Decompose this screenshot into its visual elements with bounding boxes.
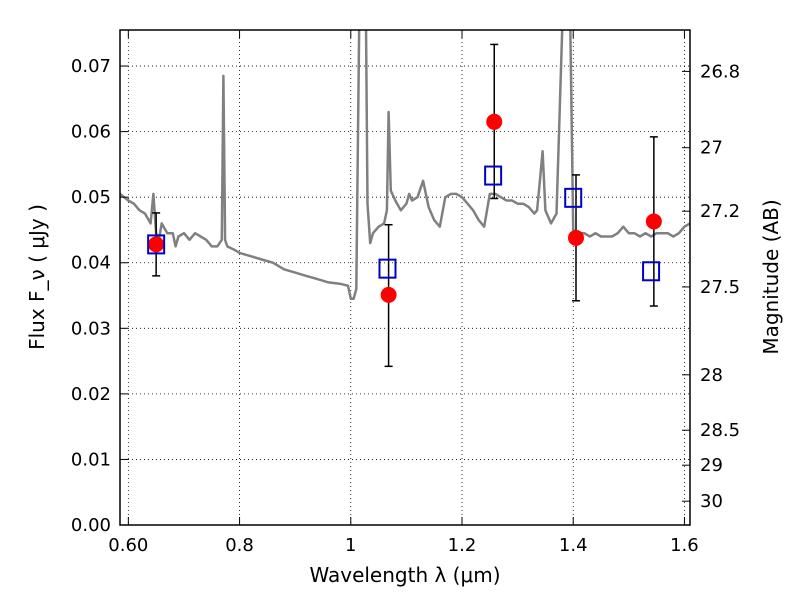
observed-point <box>568 229 584 246</box>
right-tick-label: 28.5 <box>700 420 740 441</box>
x-tick-label: 1.4 <box>559 535 588 556</box>
model-marker <box>484 165 503 186</box>
right-tick-label: 27.2 <box>700 201 740 222</box>
right-tick-label: 27.5 <box>700 277 740 298</box>
right-tick-label: 27 <box>700 138 723 159</box>
model-marker <box>564 187 583 208</box>
plot-frame <box>119 29 691 526</box>
y-axis-label: Flux F_ν ( μJy ) <box>25 204 49 350</box>
model-marker <box>378 258 397 279</box>
spectrum-line <box>120 30 690 301</box>
x-tick-label: 1 <box>345 535 356 556</box>
y-tick-label: 0.05 <box>71 187 111 208</box>
plot-area <box>120 30 690 368</box>
y-tick-label: 0.00 <box>71 515 111 536</box>
x-tick-label: 0.60 <box>108 535 148 556</box>
grid <box>120 30 690 526</box>
y-tick-label: 0.01 <box>71 449 111 470</box>
y-tick-label: 0.04 <box>71 253 111 274</box>
model-marker <box>147 234 166 255</box>
y-tick-label: 0.02 <box>71 384 111 405</box>
right-tick-label: 26.8 <box>700 61 740 82</box>
observed-point <box>380 286 397 303</box>
model-marker <box>642 261 661 282</box>
right-tick-label: 30 <box>700 491 723 512</box>
right-tick-label: 28 <box>700 365 723 386</box>
x-tick-label: 0.8 <box>225 535 254 556</box>
right-axis-label: Magnitude (AB) <box>759 199 783 354</box>
y-tick-label: 0.06 <box>71 122 111 143</box>
observed-point <box>645 213 662 230</box>
x-tick-label: 1.2 <box>448 535 477 556</box>
x-tick-label: 1.6 <box>670 535 699 556</box>
observed-point <box>148 236 165 253</box>
ticks: 0.60 0.8 1 1.2 1.4 1.6 0.00 0.01 0.02 0.03 0.04 0.0… <box>71 30 740 556</box>
y-tick-label: 0.07 <box>71 56 111 77</box>
x-axis-label: Wavelength λ (μm) <box>309 563 500 587</box>
right-tick-label: 29 <box>700 455 723 476</box>
y-tick-label: 0.03 <box>71 318 111 339</box>
observed-point <box>486 113 503 130</box>
